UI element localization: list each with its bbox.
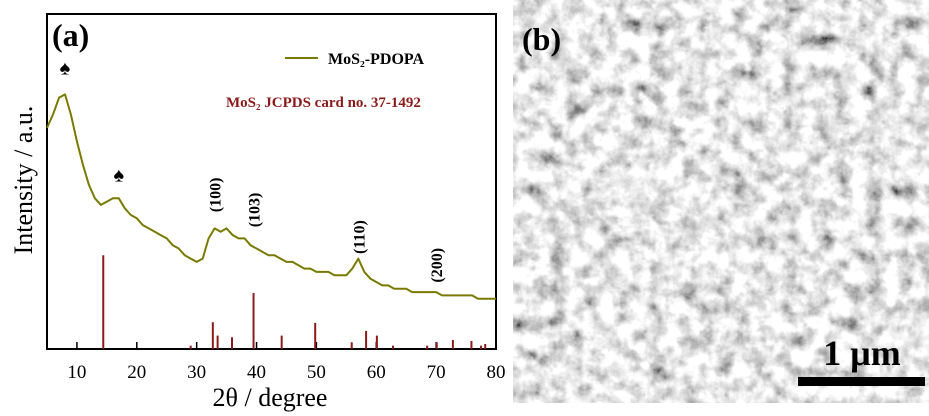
x-tick-label: 70 (427, 362, 446, 383)
panel-label: (a) (52, 17, 89, 53)
sem-panel: (b) 1 μm (513, 0, 929, 403)
y-axis-label: Intensity / a.u. (9, 106, 38, 255)
x-tick-label: 80 (487, 362, 506, 383)
peak-label: (100) (208, 178, 225, 213)
peak-label: (103) (247, 193, 264, 228)
peak-marker: ♠ (114, 165, 125, 187)
panel-label: (b) (522, 21, 561, 57)
scale-bar-label: 1 μm (823, 333, 900, 373)
x-tick-label: 10 (67, 362, 86, 383)
x-tick-label: 20 (127, 362, 146, 383)
peak-label: (200) (429, 248, 446, 283)
x-tick-label: 30 (187, 362, 206, 383)
peak-marker: ♠ (60, 57, 71, 79)
x-axis-label: 2θ / degree (213, 383, 328, 412)
legend-label: MoS₂ JCPDS card no. 37-1492 (226, 95, 421, 111)
legend-label: MoS₂-PDOPA (328, 51, 424, 68)
figure: (b) 1 μm (a) 2θ / degree Intensity / a.u… (0, 0, 929, 416)
x-tick-label: 40 (247, 362, 266, 383)
scale-bar (798, 377, 925, 386)
peak-label: (110) (351, 220, 368, 254)
x-tick-label: 60 (367, 362, 386, 383)
x-tick-label: 50 (307, 362, 326, 383)
